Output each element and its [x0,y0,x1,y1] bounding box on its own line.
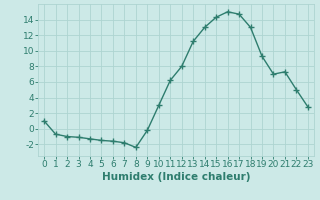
X-axis label: Humidex (Indice chaleur): Humidex (Indice chaleur) [102,172,250,182]
